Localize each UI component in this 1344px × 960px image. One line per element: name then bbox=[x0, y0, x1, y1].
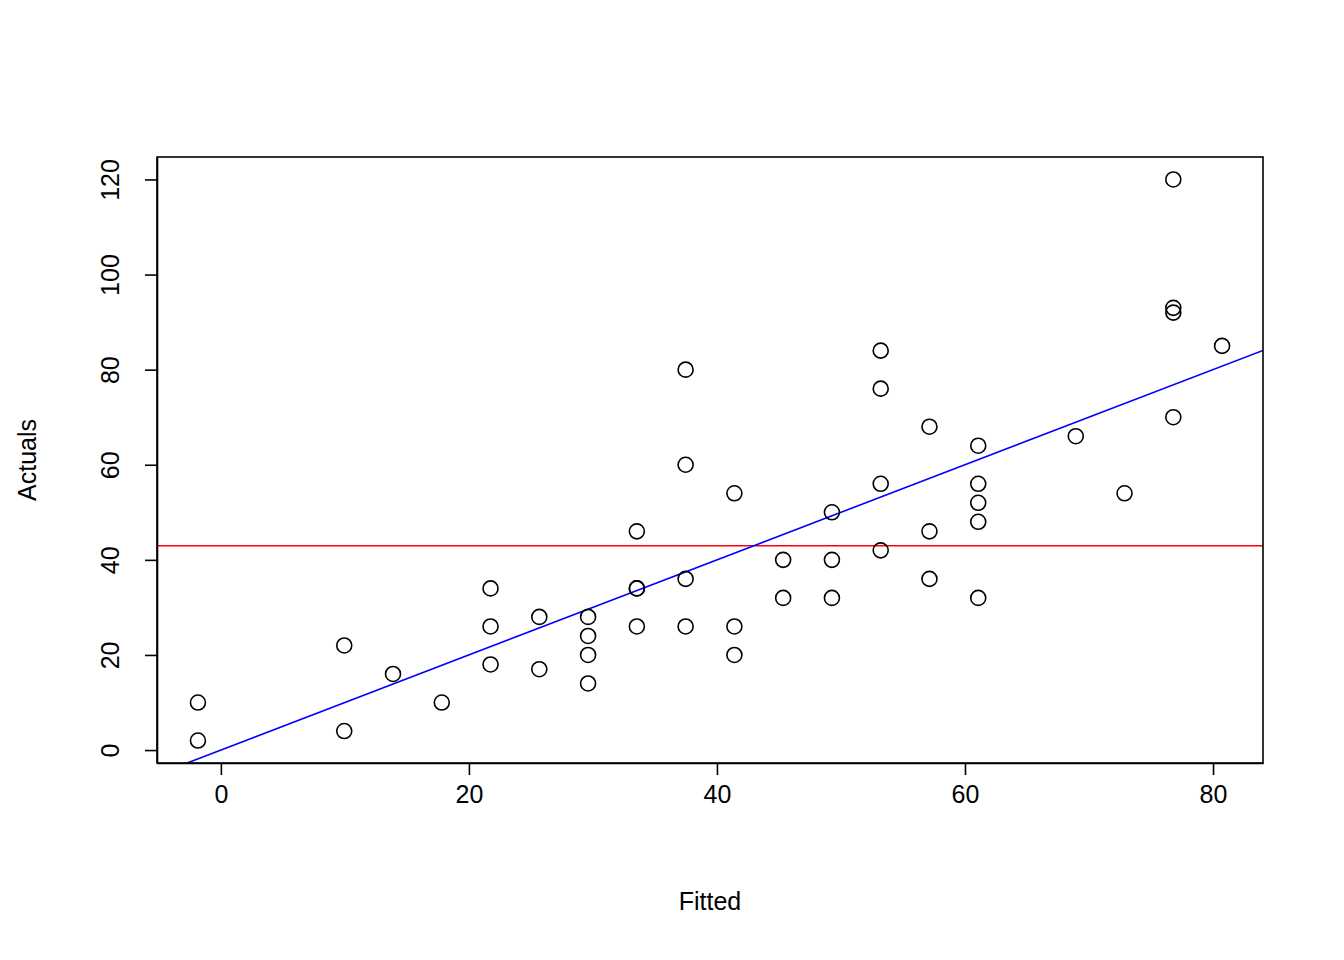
y-tick: 40 bbox=[96, 546, 157, 574]
y-tick-mark bbox=[145, 655, 157, 657]
point bbox=[483, 581, 498, 596]
point bbox=[873, 381, 888, 396]
point bbox=[922, 419, 937, 434]
point bbox=[190, 733, 205, 748]
point bbox=[824, 505, 839, 520]
point bbox=[1166, 172, 1181, 187]
x-tick: 60 bbox=[952, 763, 980, 808]
x-tick-mark bbox=[469, 763, 471, 775]
point bbox=[532, 662, 547, 677]
point bbox=[727, 619, 742, 634]
y-tick-label: 60 bbox=[96, 451, 124, 479]
plot-frame bbox=[157, 157, 1263, 763]
x-tick-label: 60 bbox=[952, 780, 980, 808]
y-tick: 100 bbox=[96, 254, 157, 296]
point bbox=[386, 666, 401, 681]
x-tick: 20 bbox=[456, 763, 484, 808]
x-axis-title: Fitted bbox=[679, 887, 742, 915]
point bbox=[629, 581, 644, 596]
x-tick: 80 bbox=[1200, 763, 1228, 808]
point bbox=[337, 638, 352, 653]
point bbox=[434, 695, 449, 710]
point bbox=[483, 657, 498, 672]
point bbox=[776, 552, 791, 567]
x-tick-label: 20 bbox=[456, 780, 484, 808]
point bbox=[678, 457, 693, 472]
x-tick-mark bbox=[965, 763, 967, 775]
point bbox=[1068, 429, 1083, 444]
point bbox=[727, 647, 742, 662]
y-tick-label: 120 bbox=[96, 159, 124, 201]
y-tick: 60 bbox=[96, 451, 157, 479]
y-tick: 120 bbox=[96, 159, 157, 201]
point bbox=[727, 486, 742, 501]
point bbox=[824, 552, 839, 567]
y-axis-title: Actuals bbox=[13, 419, 41, 501]
y-tick-mark bbox=[145, 560, 157, 562]
y-axis: 0 20 40 60 80 100 120 bbox=[96, 158, 158, 764]
point bbox=[629, 619, 644, 634]
x-tick-label: 0 bbox=[214, 780, 228, 808]
point bbox=[873, 543, 888, 558]
x-tick-mark bbox=[717, 763, 719, 775]
x-tick-mark bbox=[221, 763, 223, 775]
y-tick: 80 bbox=[96, 356, 157, 384]
x-tick-label: 80 bbox=[1200, 780, 1228, 808]
point bbox=[971, 495, 986, 510]
point bbox=[1166, 410, 1181, 425]
x-tick: 0 bbox=[214, 763, 228, 808]
point bbox=[629, 581, 644, 596]
point bbox=[971, 590, 986, 605]
point bbox=[532, 609, 547, 624]
point bbox=[1117, 486, 1132, 501]
fit-line bbox=[157, 350, 1263, 763]
chart: 0 20 40 60 80 0 20 40 60 80 100 120 Fitted Actuals bbox=[0, 0, 1344, 960]
x-tick: 40 bbox=[704, 763, 732, 808]
point bbox=[971, 514, 986, 529]
plot-area bbox=[157, 172, 1263, 763]
point bbox=[922, 571, 937, 586]
point bbox=[971, 476, 986, 491]
y-tick: 20 bbox=[96, 642, 157, 670]
point bbox=[581, 609, 596, 624]
y-tick-label: 100 bbox=[96, 254, 124, 296]
x-tick-mark bbox=[1213, 763, 1215, 775]
y-tick-label: 80 bbox=[96, 356, 124, 384]
point bbox=[922, 524, 937, 539]
point bbox=[873, 343, 888, 358]
x-axis: 0 20 40 60 80 bbox=[158, 763, 1264, 808]
y-tick-label: 0 bbox=[96, 744, 124, 758]
mean-line bbox=[157, 545, 1263, 547]
point bbox=[678, 619, 693, 634]
point bbox=[581, 628, 596, 643]
y-tick-mark bbox=[145, 274, 157, 276]
x-tick-label: 40 bbox=[704, 780, 732, 808]
point bbox=[678, 571, 693, 586]
point bbox=[824, 590, 839, 605]
point bbox=[581, 676, 596, 691]
point bbox=[629, 524, 644, 539]
x-axis-line bbox=[158, 763, 1264, 765]
point bbox=[1215, 338, 1230, 353]
point bbox=[483, 619, 498, 634]
point bbox=[337, 724, 352, 739]
y-tick-label: 20 bbox=[96, 642, 124, 670]
point bbox=[971, 438, 986, 453]
y-tick-mark bbox=[145, 179, 157, 181]
point bbox=[873, 476, 888, 491]
point bbox=[776, 590, 791, 605]
point bbox=[678, 362, 693, 377]
point bbox=[1166, 300, 1181, 315]
point bbox=[581, 647, 596, 662]
y-tick-mark bbox=[145, 750, 157, 752]
y-tick-mark bbox=[145, 369, 157, 371]
point bbox=[190, 695, 205, 710]
y-tick-mark bbox=[145, 464, 157, 466]
y-tick-label: 40 bbox=[96, 546, 124, 574]
y-tick: 0 bbox=[96, 744, 157, 758]
y-axis-line bbox=[157, 158, 159, 764]
